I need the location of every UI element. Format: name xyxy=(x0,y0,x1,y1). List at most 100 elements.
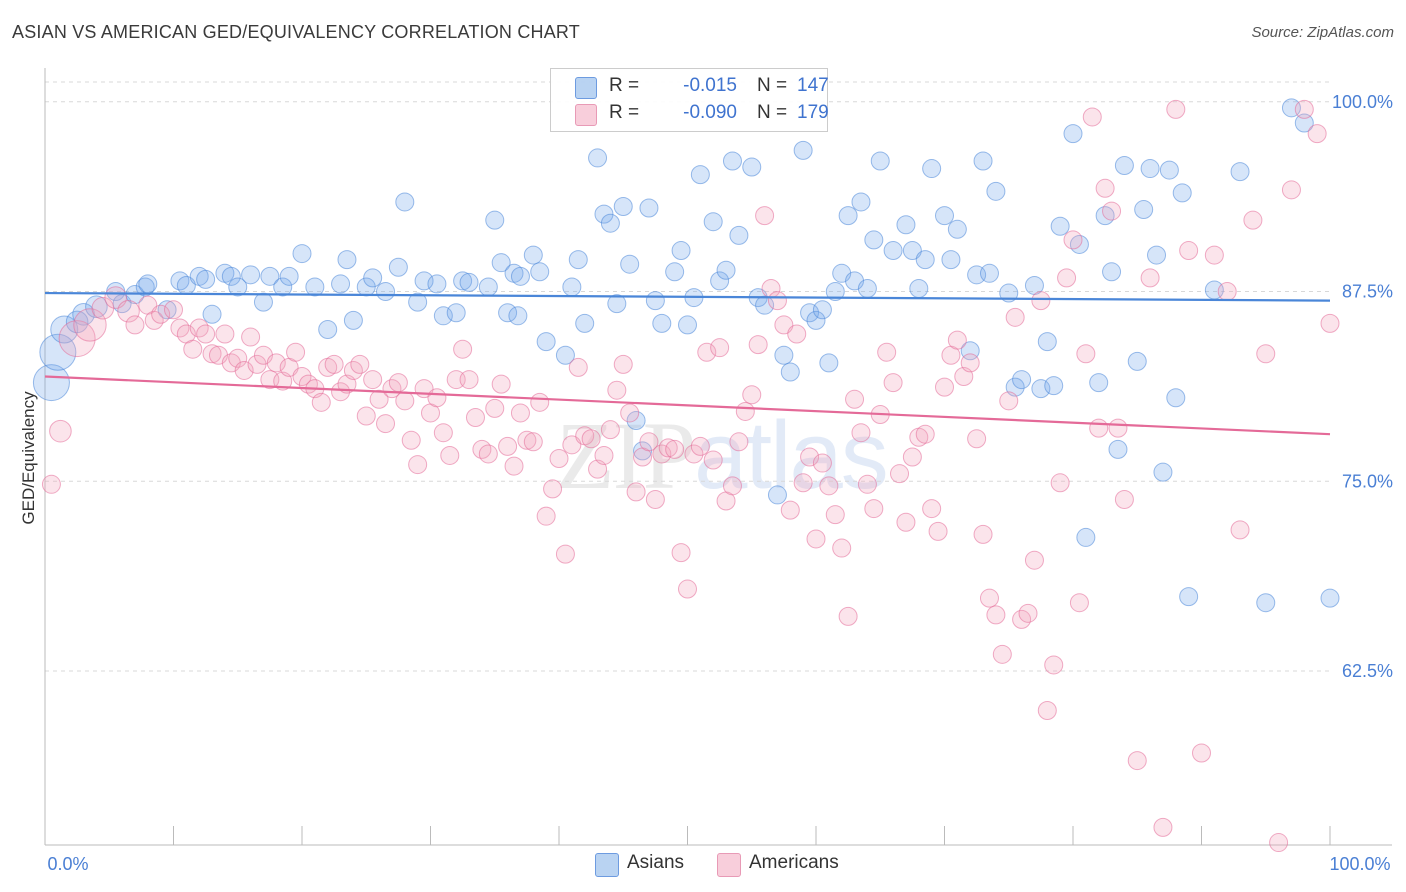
data-point xyxy=(311,392,331,412)
series-asians xyxy=(32,98,1340,613)
data-point xyxy=(671,543,691,563)
data-point xyxy=(1140,159,1160,179)
data-point xyxy=(202,344,222,364)
data-point xyxy=(39,333,77,371)
data-point xyxy=(1179,241,1199,261)
data-point xyxy=(838,206,858,226)
data-point xyxy=(1147,245,1167,265)
data-point xyxy=(922,159,942,179)
data-point xyxy=(890,464,910,484)
y-axis-title: GED/Equivalency xyxy=(19,391,38,525)
data-point xyxy=(1166,388,1186,408)
data-point xyxy=(549,449,569,468)
data-point xyxy=(1281,180,1301,200)
data-point xyxy=(915,424,935,444)
data-point xyxy=(600,213,620,233)
trend-line-asians xyxy=(44,291,1331,302)
data-point xyxy=(1089,418,1109,438)
data-point xyxy=(234,360,254,380)
data-point xyxy=(318,319,338,339)
data-point xyxy=(292,367,312,387)
chart-title: ASIAN VS AMERICAN GED/EQUIVALENCY CORREL… xyxy=(12,22,580,42)
data-point xyxy=(433,423,453,443)
data-point xyxy=(523,432,543,452)
data-point xyxy=(266,353,286,373)
data-point xyxy=(735,401,755,421)
data-point xyxy=(671,241,691,261)
data-point xyxy=(440,445,460,465)
data-point xyxy=(1172,183,1192,203)
data-point xyxy=(1153,817,1173,837)
data-point xyxy=(755,206,775,226)
data-point xyxy=(832,538,852,558)
data-point xyxy=(812,453,832,473)
data-point xyxy=(536,506,556,526)
data-point xyxy=(286,342,306,362)
data-point xyxy=(459,272,479,292)
x-tick-label: 100.0% xyxy=(1329,854,1390,874)
data-point xyxy=(517,430,537,450)
data-point xyxy=(395,192,415,212)
data-point xyxy=(555,345,575,365)
data-point xyxy=(1063,124,1083,144)
data-point xyxy=(645,291,665,311)
data-point xyxy=(748,335,768,355)
data-point xyxy=(1114,489,1134,509)
data-point xyxy=(1127,351,1147,371)
watermark: ZIPatlas xyxy=(556,400,889,511)
data-point xyxy=(1114,156,1134,176)
data-point xyxy=(600,420,620,440)
data-point xyxy=(363,370,383,390)
data-point xyxy=(376,282,396,302)
data-point xyxy=(1031,291,1051,311)
data-point xyxy=(433,306,453,326)
data-point xyxy=(555,544,575,564)
data-point xyxy=(626,482,646,502)
data-point xyxy=(1089,373,1109,393)
data-point xyxy=(260,266,280,286)
data-point xyxy=(864,499,884,519)
data-point xyxy=(343,310,363,330)
data-point xyxy=(1320,588,1340,608)
data-point xyxy=(607,380,627,400)
data-point xyxy=(1108,439,1128,459)
data-point xyxy=(613,197,633,217)
legend-n-label: N = xyxy=(757,75,788,96)
data-point xyxy=(1012,370,1032,390)
data-point xyxy=(530,262,550,282)
data-point xyxy=(800,303,820,323)
legend-r-value: -0.090 xyxy=(683,102,737,123)
data-point xyxy=(928,521,948,541)
legend-n-label: N = xyxy=(757,102,788,123)
data-point xyxy=(877,342,897,362)
data-point xyxy=(196,324,216,344)
data-point xyxy=(73,308,107,342)
data-point xyxy=(215,324,235,344)
data-point xyxy=(356,406,376,426)
data-point xyxy=(626,411,646,431)
data-point xyxy=(819,353,839,373)
data-point xyxy=(639,432,659,452)
data-point xyxy=(292,244,312,264)
data-point xyxy=(562,435,582,455)
axes xyxy=(44,68,1392,846)
data-point xyxy=(427,274,447,294)
legend-r-label: R = xyxy=(609,75,640,96)
data-point xyxy=(453,271,473,291)
data-point xyxy=(620,254,640,274)
data-point xyxy=(324,354,344,374)
y-tick-label: 75.0% xyxy=(1342,471,1393,491)
data-point xyxy=(241,327,261,347)
watermark-atlas: atlas xyxy=(694,402,889,509)
data-point xyxy=(1166,99,1186,119)
data-point xyxy=(1018,603,1038,623)
y-tick-label: 62.5% xyxy=(1342,661,1393,681)
data-point xyxy=(767,485,787,505)
data-point xyxy=(510,266,530,286)
data-point xyxy=(800,447,820,467)
data-point xyxy=(883,241,903,261)
data-point xyxy=(241,265,261,285)
data-point xyxy=(388,373,408,393)
data-point xyxy=(1044,376,1064,396)
